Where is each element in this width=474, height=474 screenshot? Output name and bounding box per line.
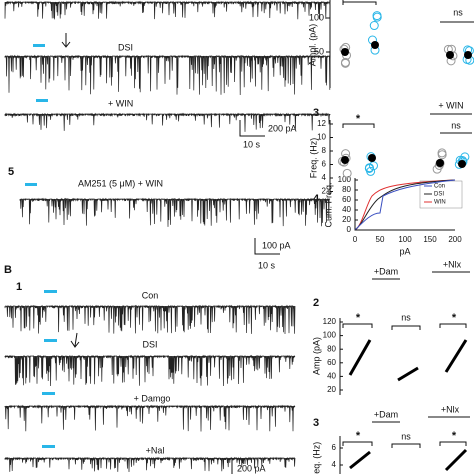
mean-marker	[341, 48, 349, 56]
condition: +Dam	[374, 266, 398, 276]
trace-label: + WIN	[108, 98, 133, 108]
y-tick-label: 10	[317, 133, 326, 142]
scale-label: 10 s	[243, 139, 261, 149]
y-tick-label: 40	[342, 205, 351, 214]
scale-label: 10 s	[258, 260, 276, 270]
significance: *	[452, 312, 457, 324]
decoration	[25, 0, 474, 474]
trace	[19, 197, 331, 227]
y-tick-label: 60	[327, 358, 336, 367]
trace	[4, 112, 331, 132]
marker	[372, 12, 382, 22]
y-tick-label: 120	[323, 317, 337, 326]
marker	[368, 161, 378, 171]
x-label: pA	[399, 246, 410, 256]
legend-label: DSI	[434, 192, 444, 198]
marker	[437, 150, 447, 160]
panel-number: 3	[313, 417, 319, 429]
y-tick-label: 0	[347, 225, 352, 234]
marker	[342, 168, 352, 178]
y-label: Freq. (Hz)	[311, 442, 321, 474]
y-tick-label: 80	[327, 344, 336, 353]
trace	[4, 404, 296, 432]
trace-label: DSI	[142, 339, 157, 349]
x-tick-label: 100	[398, 235, 412, 244]
scale-label: 100 pA	[262, 240, 291, 250]
legend-label: WIN	[434, 200, 446, 206]
y-tick-label: 20	[342, 215, 351, 224]
y-tick-label: 100	[309, 12, 324, 22]
trace-label: AM251 (5 μM) + WIN	[78, 178, 163, 188]
scale-label: 200 pA	[237, 463, 266, 473]
mean-marker	[341, 156, 349, 164]
panel-number: 5	[8, 166, 14, 178]
y-tick-label: 6	[322, 160, 327, 169]
mean-marker	[436, 159, 444, 167]
trace-label: + Damgo	[134, 393, 171, 403]
marker	[366, 166, 376, 176]
trace	[4, 456, 296, 473]
legend-label: Con	[434, 184, 445, 190]
significance: *	[356, 113, 361, 125]
significance: *	[452, 430, 457, 442]
text-layer: DSI + WIN 200 pA 10 s 5 AM251 (5 μM) + W…	[4, 7, 464, 474]
significance: *	[356, 430, 361, 442]
scale-label: 200 pA	[268, 123, 297, 133]
mean-marker	[368, 154, 376, 162]
y-tick-label: 8	[322, 146, 327, 155]
y-tick-label: 50	[314, 46, 324, 56]
significance: *	[356, 312, 361, 324]
mean-marker	[464, 51, 472, 59]
y-tick-label: 2	[322, 187, 327, 196]
trace-label: DSI	[118, 42, 133, 52]
mean-marker	[371, 41, 379, 49]
x-tick-label: 0	[353, 235, 358, 244]
marker	[437, 148, 447, 158]
trace	[4, 0, 331, 20]
y-label: Freq. (Hz)	[308, 138, 318, 179]
y-tick-label: 60	[342, 195, 351, 204]
panel-number: 2	[313, 297, 319, 309]
x-tick-label: 50	[376, 235, 385, 244]
significance: ns	[453, 7, 463, 17]
y-tick-label: 4	[332, 460, 337, 469]
x-tick-label: 150	[423, 235, 437, 244]
significance: ns	[401, 431, 411, 441]
y-tick-label: 100	[323, 331, 337, 340]
y-tick-label: 20	[327, 385, 336, 394]
condition: +Nlx	[443, 259, 462, 269]
panel-number: 3	[313, 107, 319, 119]
y-tick-label: 6	[332, 443, 337, 452]
condition: + WIN	[438, 100, 463, 110]
panel-number: 4	[313, 193, 320, 205]
y-tick-label: 40	[327, 372, 336, 381]
significance: ns	[451, 120, 461, 130]
y-tick-label: 100	[338, 175, 352, 184]
y-tick-label: 80	[342, 185, 351, 194]
y-label: Ampl. (pA)	[307, 24, 317, 67]
marker	[369, 21, 379, 31]
panel-number: 1	[16, 281, 22, 293]
significance: ns	[401, 312, 411, 322]
trace-label: +Nal	[146, 445, 165, 455]
mean-marker	[446, 51, 454, 59]
mean-marker	[458, 160, 466, 168]
x-tick-label: 200	[448, 235, 462, 244]
trace	[4, 304, 296, 335]
condition: +Dam	[374, 409, 398, 419]
traces	[4, 0, 474, 473]
y-tick-label: 12	[317, 119, 326, 128]
trace-label: Con	[142, 290, 159, 300]
trace	[4, 354, 296, 387]
condition: +Nlx	[441, 404, 460, 414]
y-tick-label: 4	[322, 173, 327, 182]
y-label: Amp (pA)	[311, 337, 321, 375]
panel-letter: B	[4, 264, 12, 276]
trace	[4, 54, 331, 96]
